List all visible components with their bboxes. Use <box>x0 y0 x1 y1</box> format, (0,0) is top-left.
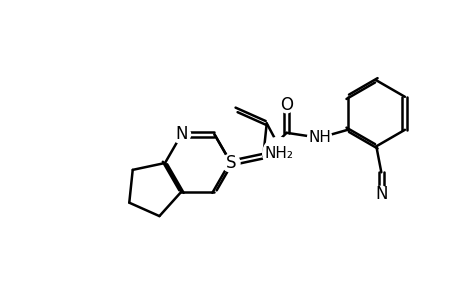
Circle shape <box>373 186 388 202</box>
Circle shape <box>262 137 294 169</box>
Text: O: O <box>280 96 292 114</box>
Text: NH₂: NH₂ <box>263 146 292 161</box>
Text: NH: NH <box>308 130 330 145</box>
Circle shape <box>278 97 294 113</box>
Circle shape <box>222 154 240 172</box>
Circle shape <box>172 125 190 143</box>
Text: N: N <box>175 125 187 143</box>
Text: S: S <box>225 154 236 172</box>
Text: N: N <box>374 185 387 203</box>
Circle shape <box>307 126 331 150</box>
